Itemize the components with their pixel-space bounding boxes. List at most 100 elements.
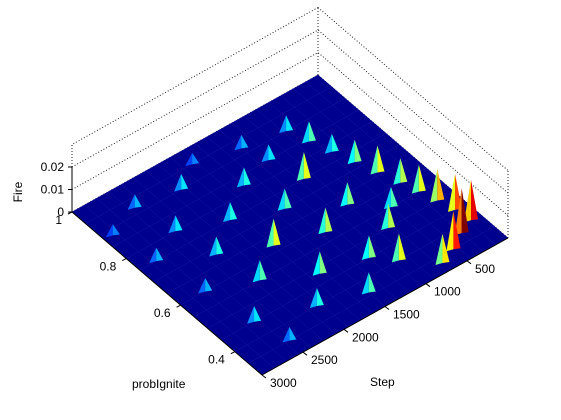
surface-peak xyxy=(286,115,294,132)
z-tick-label: 0.01 xyxy=(41,183,65,197)
surface-peak xyxy=(361,272,369,295)
surface-peak xyxy=(268,144,276,161)
floor-mesh-line xyxy=(234,214,481,352)
y-axis-label: probIgnite xyxy=(132,377,186,391)
surface-peak xyxy=(243,167,251,186)
surface-floor xyxy=(71,74,509,376)
surface-peak xyxy=(230,201,238,220)
surface-peak xyxy=(279,115,287,134)
z-tick-label: 0.02 xyxy=(41,160,65,174)
x-tick-label: 500 xyxy=(475,262,495,276)
x-tick-mark xyxy=(302,351,308,356)
surface-peak xyxy=(209,236,217,257)
floor-mesh-line xyxy=(99,98,346,236)
x-tick-label: 1000 xyxy=(434,285,461,299)
surface-peak xyxy=(149,247,157,264)
surface-peak xyxy=(354,139,362,163)
surface-peak xyxy=(464,179,472,223)
floor-mesh-line xyxy=(71,74,319,213)
floor-mesh-line xyxy=(139,133,386,271)
surface-peak xyxy=(361,235,369,260)
surface-peak xyxy=(134,194,142,208)
surface-peak xyxy=(447,173,455,212)
surface-peak xyxy=(296,151,304,181)
surface-peak xyxy=(198,277,206,294)
surface-peak xyxy=(442,233,450,263)
surface-peak xyxy=(277,188,285,211)
surface-peak xyxy=(368,272,376,293)
surface-peak xyxy=(168,215,176,234)
surface-peak xyxy=(236,167,244,188)
surface-peaks xyxy=(105,115,479,343)
surface-peak xyxy=(454,188,462,236)
surface-peak xyxy=(156,247,164,262)
surface-peak xyxy=(418,164,426,192)
surface-peak xyxy=(471,179,479,221)
floor-mesh-line xyxy=(194,179,441,317)
surface-peak xyxy=(261,144,269,163)
surface-peak xyxy=(205,277,213,292)
surface-peak xyxy=(325,207,333,233)
surface-peak xyxy=(112,224,120,236)
surface-peak xyxy=(192,153,200,165)
x-tick-mark xyxy=(466,260,472,265)
surface-peak xyxy=(301,121,309,144)
surface-peak xyxy=(254,306,262,322)
y-tick-label: 1 xyxy=(55,213,62,227)
y-tick-mark xyxy=(230,351,236,355)
floor-mesh-line xyxy=(85,86,332,224)
surface-peak xyxy=(435,233,443,265)
surface-peak xyxy=(308,121,316,142)
z-tick-label: 0 xyxy=(57,205,64,219)
surface-peak xyxy=(453,210,461,250)
y-tick-label: 0.6 xyxy=(154,306,171,320)
surface-peak xyxy=(181,173,189,190)
x-tick-mark xyxy=(425,283,431,288)
z-grid-line xyxy=(71,51,509,216)
surface-peak xyxy=(383,186,391,210)
surface-peak xyxy=(266,218,274,248)
floor-mesh-line xyxy=(180,167,427,306)
surface-peak xyxy=(319,251,327,274)
y-tick-label: 0.8 xyxy=(100,260,117,274)
surface-peak xyxy=(324,133,332,154)
x-tick-label: 1500 xyxy=(393,308,420,322)
surface-peak xyxy=(347,182,355,205)
surface-peak xyxy=(400,158,408,183)
surface-peak xyxy=(241,134,249,149)
surface-peak xyxy=(381,203,389,230)
surface-peak xyxy=(273,218,281,246)
surface-peak xyxy=(216,236,224,255)
surface-peak xyxy=(127,194,135,210)
surface-peak xyxy=(347,139,355,165)
y-tick-mark xyxy=(176,304,181,308)
surface-peak xyxy=(391,233,399,263)
x-tick-mark xyxy=(343,328,349,333)
surface-peak xyxy=(175,215,183,232)
surface-peak xyxy=(185,153,193,167)
surface-peak xyxy=(390,186,398,208)
floor-mesh-line xyxy=(112,109,359,248)
floor-mesh-line xyxy=(221,202,468,341)
surface-peak xyxy=(316,288,324,307)
surface-peak xyxy=(105,224,113,238)
x-tick-label: 2000 xyxy=(352,330,379,344)
surface-peak xyxy=(284,188,292,209)
surface-peak xyxy=(446,210,454,252)
surface-peak xyxy=(398,233,406,261)
surface-peak xyxy=(259,260,267,281)
surface-peak xyxy=(437,169,445,201)
surface-peak xyxy=(377,145,385,173)
surface-peak xyxy=(461,188,469,234)
surface-peak xyxy=(368,235,376,258)
surface-peak xyxy=(289,327,297,341)
surface-peak xyxy=(411,164,419,194)
surface-peak xyxy=(393,158,401,185)
surface-peak xyxy=(252,260,260,283)
y-tick-label: 0.4 xyxy=(208,353,225,367)
floor-mesh-line xyxy=(207,191,454,329)
surface-peak xyxy=(247,306,255,324)
x-tick-label: 3000 xyxy=(270,376,297,390)
box-edge-top xyxy=(71,7,319,145)
